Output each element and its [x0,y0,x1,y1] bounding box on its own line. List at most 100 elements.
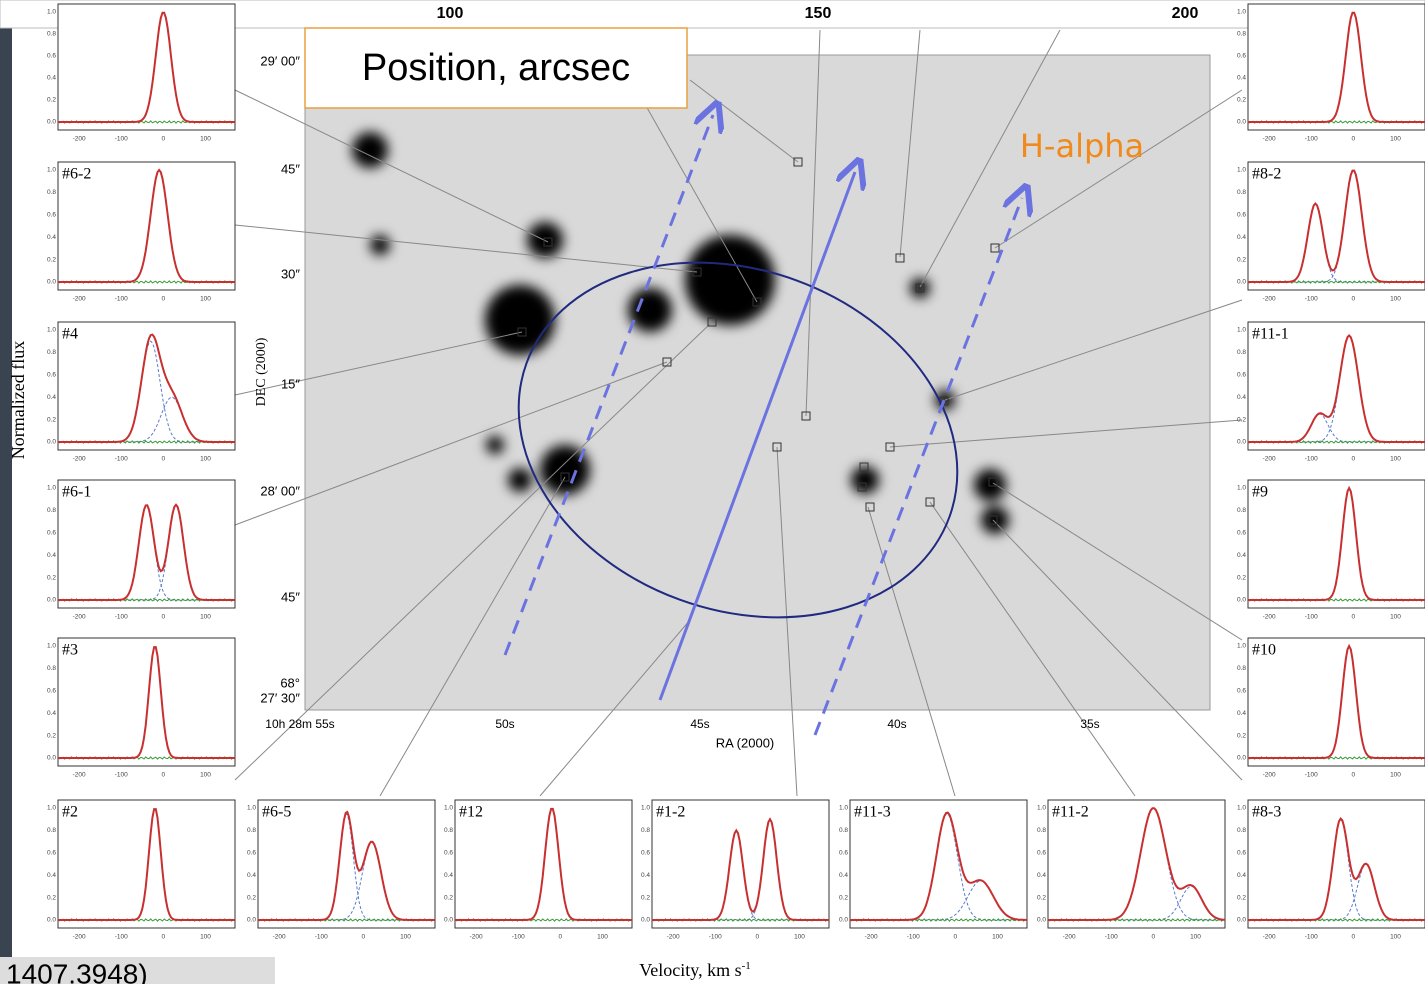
panel-y-tick: 1.0 [641,805,650,812]
panel-x-tick: -100 [1105,934,1118,941]
fit [58,168,235,283]
ra-tick: 10h 28m 55s [265,717,334,731]
panel-y-tick: 0.4 [47,872,56,879]
panel-x-tick: 100 [200,456,211,463]
panel-frame [1247,637,1425,767]
panel-y-tick: 1.0 [1237,167,1246,174]
spectrum-panel: 0.0 0.2 0.4 0.6 0.8 1.0 -200 -100 0 100 #6-2 [47,161,236,303]
panel-y-tick: 0.6 [444,850,453,857]
panel-label: #11-2 [1052,804,1089,821]
panel-x-tick: 0 [954,934,958,941]
panel-x-tick: -200 [73,296,86,303]
panel-y-tick: 0.8 [1237,665,1246,672]
panel-label: #1-2 [656,804,685,821]
spectrum-panel: 0.0 0.2 0.4 0.6 0.8 1.0 -200 -100 0 100 #3 [47,637,236,779]
panel-x-tick: -200 [1263,296,1276,303]
panel-y-tick: 0.6 [1237,850,1246,857]
panel-frame [1247,479,1425,609]
panel-label: #6-5 [262,804,291,821]
panel-y-tick: 0.2 [1237,574,1246,581]
callout: Position, arcsec [362,47,630,89]
fit [652,817,829,921]
fit [58,11,235,123]
x-label-main: Velocity, km s [639,960,741,980]
panel-x-tick: -200 [1263,772,1276,779]
panel-y-tick: 0.6 [1237,372,1246,379]
panel-frame [1247,161,1425,291]
panel-y-tick: 1.0 [47,327,56,334]
panel-x-tick: -200 [73,136,86,143]
panel-y-tick: 0.8 [641,827,650,834]
panel-y-tick: 0.0 [1237,439,1246,446]
panel-y-tick: 0.6 [1237,53,1246,60]
panel-y-tick: 0.2 [47,894,56,901]
panel-y-tick: 0.0 [1237,119,1246,126]
spectrum-panel: 0.0 0.2 0.4 0.6 0.8 1.0 -200 -100 0 100 #11-1 [1237,321,1425,463]
ruler-tick: 150 [805,5,832,22]
ruler [0,0,1425,29]
panel-x-tick: -200 [1263,456,1276,463]
panel-y-tick: 0.2 [247,894,256,901]
panel-y-tick: 0.2 [47,97,56,104]
fit [850,811,1028,921]
slit-arrows [503,115,1022,736]
panel-y-tick: 0.4 [1237,394,1246,401]
panel-y-tick: 0.6 [47,212,56,219]
panel-y-tick: 0.4 [47,394,56,401]
panel-label: #8-2 [1252,166,1281,183]
panel-frame [849,799,1028,929]
panel-frame [57,479,236,609]
panel-label: #9 [1252,484,1268,501]
panel-y-tick: 0.2 [47,256,56,263]
slide-edge [0,0,12,984]
fit [1248,334,1425,443]
panel-y-tick: 1.0 [444,805,453,812]
panel-x-tick: -100 [115,296,128,303]
panel-x-tick: 100 [200,136,211,143]
panel-y-tick: 0.4 [1237,552,1246,559]
panel-frame [57,3,236,131]
panel-y-tick: 0.2 [1237,97,1246,104]
fit [1248,816,1425,921]
panel-y-tick: 0.8 [444,827,453,834]
panel-y-tick: 1.0 [47,167,56,174]
panel-label: #8-3 [1252,804,1281,821]
panel-y-tick: 0.0 [47,279,56,286]
callout-box [304,27,688,109]
panel-x-tick: 0 [162,772,166,779]
panel-x-tick: 100 [200,934,211,941]
spectrum-panel: 0.0 0.2 0.4 0.6 0.8 1.0 -200 -100 0 100 #1-2 [641,799,830,941]
panel-y-tick: 0.8 [1037,827,1046,834]
panel-y-tick: 0.0 [839,917,848,924]
panel-x-tick: -100 [1305,934,1318,941]
panel-y-tick: 0.8 [1237,827,1246,834]
panel-y-tick: 0.4 [444,872,453,879]
fit [58,646,235,759]
panel-x-tick: 0 [1352,772,1356,779]
panel-y-tick: 1.0 [1237,327,1246,334]
panel-x-tick: 0 [362,934,366,941]
panel-x-tick: 100 [200,296,211,303]
panel-x-tick: 0 [1352,296,1356,303]
spectrum-panel: 0.0 0.2 0.4 0.6 0.8 1.0 -200 -100 0 100 #2 [47,799,236,941]
panel-x-tick: -100 [115,772,128,779]
fit [58,808,235,921]
panel-x-tick: -100 [907,934,920,941]
panel-y-tick: 0.8 [1237,189,1246,196]
panel-x-tick: 100 [1390,772,1401,779]
panel-y-tick: 0.2 [1237,732,1246,739]
panel-y-tick: 0.4 [839,872,848,879]
panel-x-tick: 0 [162,296,166,303]
panel-x-tick: -100 [315,934,328,941]
panel-x-tick: -100 [709,934,722,941]
panel-y-tick: 0.0 [47,597,56,604]
spectrum-panel: 0.0 0.2 0.4 0.6 0.8 1.0 -200 -100 0 100 #12 [444,799,633,941]
panel-y-tick: 0.0 [47,917,56,924]
panel-x-tick: 0 [162,614,166,621]
panel-x-tick: -200 [273,934,286,941]
panel-y-tick: 1.0 [1037,805,1046,812]
panel-y-tick: 0.6 [839,850,848,857]
panel-y-tick: 0.0 [444,917,453,924]
x-label: Velocity, km s-1 [639,960,751,981]
panel-x-tick: 100 [1190,934,1201,941]
